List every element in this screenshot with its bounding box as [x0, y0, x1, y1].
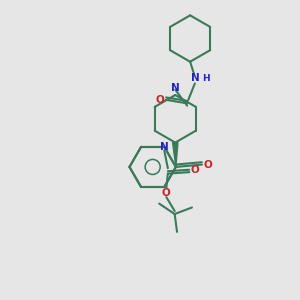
Text: H: H	[202, 74, 210, 82]
Text: O: O	[204, 160, 212, 170]
Text: N: N	[191, 73, 200, 83]
Text: O: O	[155, 95, 164, 105]
Text: O: O	[191, 165, 200, 175]
Text: O: O	[162, 188, 171, 198]
Text: N: N	[160, 142, 169, 152]
Polygon shape	[172, 142, 178, 167]
Text: N: N	[172, 82, 180, 93]
